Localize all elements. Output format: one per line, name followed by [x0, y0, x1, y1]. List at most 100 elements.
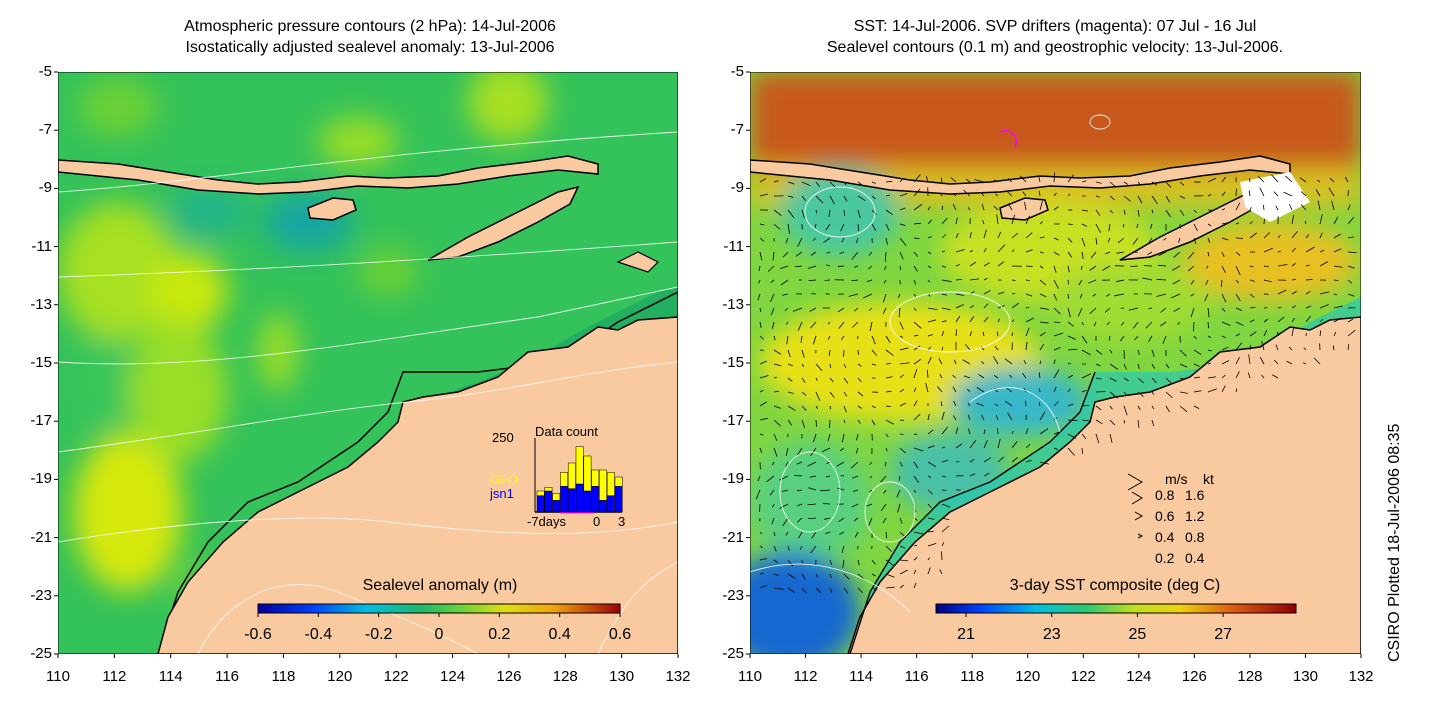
- velocity-arrow: [843, 573, 850, 580]
- velocity-arrow: [1053, 369, 1060, 379]
- velocity-arrow: [1248, 372, 1251, 379]
- velocity-arrow: [1019, 175, 1027, 183]
- velocity-arrow: [1022, 372, 1027, 379]
- velocity-arrow: [952, 203, 957, 211]
- velocity-arrow: [1150, 223, 1153, 230]
- velocity-arrow: [1207, 349, 1212, 352]
- velocity-arrow: [1333, 233, 1341, 239]
- velocity-arrow: [759, 531, 763, 535]
- velocity-arrow: [1148, 237, 1153, 244]
- velocity-arrow: [759, 360, 768, 365]
- velocity-arrow: [1089, 265, 1097, 271]
- velocity-arrow: [955, 304, 964, 309]
- velocity-arrow: [1095, 349, 1103, 355]
- velocity-arrow: [815, 195, 824, 204]
- velocity-arrow: [993, 205, 999, 211]
- velocity-arrow: [983, 440, 988, 449]
- velocity-arrow: [1286, 360, 1293, 365]
- velocity-arrow: [927, 307, 938, 310]
- velocity-arrow: [941, 517, 950, 521]
- velocity-arrow: [899, 251, 904, 260]
- inset-xlabel-mid: 0: [593, 514, 600, 529]
- velocity-arrow: [899, 223, 906, 226]
- velocity-arrow: [1235, 279, 1240, 284]
- velocity-arrow: [981, 361, 985, 365]
- velocity-arrow: [758, 265, 761, 272]
- velocity-arrow: [1333, 331, 1337, 337]
- velocity-arrow: [787, 419, 793, 426]
- velocity-arrow: [1039, 446, 1044, 449]
- velocity-arrow: [1077, 307, 1083, 317]
- velocity-arrow: [1291, 317, 1295, 323]
- velocity-arrow: [997, 291, 1005, 295]
- right-lat-tick-label: -21: [722, 528, 744, 546]
- velocity-arrow: [1011, 302, 1019, 309]
- velocity-arrow: [869, 461, 873, 465]
- velocity-arrow: [913, 569, 917, 575]
- velocity-arrow: [897, 503, 901, 513]
- velocity-arrow: [1039, 265, 1044, 269]
- velocity-arrow: [1067, 321, 1074, 327]
- velocity-arrow: [1289, 203, 1293, 211]
- velocity-arrow: [1123, 209, 1126, 215]
- velocity-arrow: [773, 349, 782, 355]
- velocity-arrow: [759, 375, 769, 379]
- velocity-arrow: [1179, 363, 1188, 368]
- velocity-arrow: [1067, 403, 1074, 407]
- velocity-arrow: [1095, 377, 1102, 380]
- velocity-arrow: [1025, 215, 1031, 225]
- inset-bar-jsn1: [591, 486, 600, 513]
- velocity-arrow: [963, 375, 971, 379]
- velocity-arrow: [885, 586, 895, 589]
- inset-bar-gfo: [575, 446, 584, 485]
- velocity-arrow: [1007, 178, 1013, 183]
- velocity-arrow: [1277, 250, 1281, 253]
- velocity-arrow: [997, 427, 999, 435]
- velocity-arrow: [851, 279, 859, 282]
- velocity-arrow: [871, 209, 877, 215]
- velocity-arrow: [1004, 358, 1013, 365]
- velocity-arrow: [1151, 195, 1158, 205]
- velocity-arrow: [1123, 363, 1127, 370]
- velocity-arrow: [955, 293, 965, 296]
- right-lat-tick-label: -13: [722, 295, 744, 313]
- velocity-arrow: [1319, 214, 1323, 225]
- velocity-arrow: [787, 181, 795, 185]
- velocity-arrow: [913, 334, 919, 337]
- velocity-arrow: [1123, 377, 1129, 382]
- velocity-arrow: [1039, 343, 1045, 351]
- velocity-arrow: [981, 192, 985, 197]
- right-lat-tick-label: -5: [730, 63, 744, 80]
- velocity-arrow: [1249, 345, 1252, 351]
- data-count-inset: Data count 250 GFO jsn1 -7days 0 3: [489, 424, 625, 529]
- velocity-arrow: [773, 405, 781, 409]
- velocity-arrow: [1151, 349, 1155, 358]
- velocity-arrow: [785, 461, 789, 467]
- velocity-arrow: [1249, 306, 1256, 309]
- velocity-arrow: [1165, 391, 1173, 399]
- velocity-arrow: [815, 391, 821, 401]
- velocity-arrow: [941, 459, 949, 463]
- velocity-arrow: [821, 447, 831, 453]
- velocity-arrow: [1235, 371, 1240, 379]
- legend-arrow-0.8: [1127, 473, 1144, 491]
- velocity-arrow: [829, 195, 835, 205]
- velocity-arrow: [1249, 232, 1258, 239]
- velocity-arrow: [1011, 457, 1019, 463]
- velocity-arrow: [773, 335, 776, 341]
- velocity-arrow: [1207, 307, 1210, 318]
- velocity-arrow: [1277, 264, 1288, 267]
- velocity-arrow: [1204, 293, 1209, 302]
- velocity-arrow: [899, 179, 903, 183]
- velocity-arrow: [801, 391, 807, 396]
- velocity-arrow: [801, 377, 806, 383]
- velocity-arrow: [1151, 181, 1158, 186]
- left-lon-tick-label: 126: [496, 668, 522, 685]
- velocity-arrow: [853, 517, 859, 522]
- velocity-arrow: [1038, 372, 1041, 379]
- velocity-arrow: [1095, 433, 1100, 444]
- legend-row3-ms: 0.4: [1155, 529, 1175, 545]
- left-colorbar-label: Sealevel anomaly (m): [363, 577, 518, 594]
- inset-bar-gfo: [544, 487, 553, 492]
